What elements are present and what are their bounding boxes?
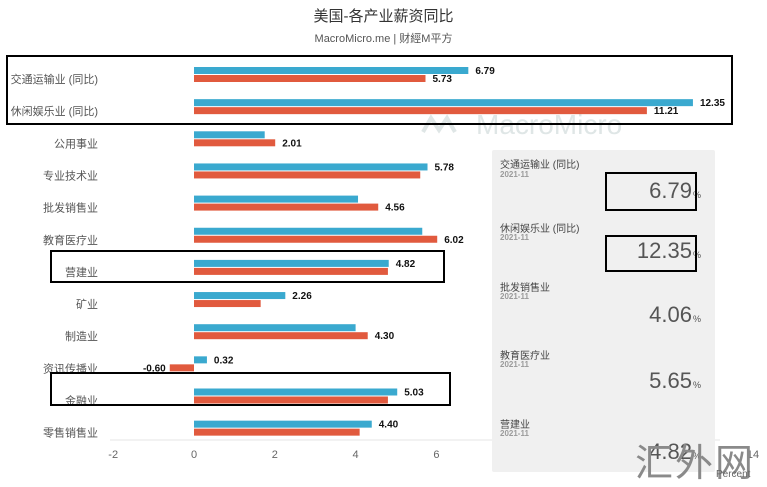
bar-series-1 <box>194 259 389 267</box>
x-axis-unit-label: Percent <box>716 469 751 480</box>
bar-series-1 <box>194 99 693 107</box>
tooltip-item-value: 5.65% <box>649 368 701 393</box>
tooltip-item-date: 2021-11 <box>500 360 529 369</box>
data-label: 4.82 <box>396 259 416 270</box>
category-label: 教育医疗业 <box>43 233 98 247</box>
category-label: 公用事业 <box>54 137 98 150</box>
x-tick-label: -2 <box>108 449 118 461</box>
tooltip-item-name: 批发销售业 <box>500 283 550 294</box>
category-label: 矿业 <box>76 298 98 311</box>
bar-series-1 <box>194 131 265 139</box>
bar-series-1 <box>194 67 469 74</box>
bar-series-1 <box>194 388 398 396</box>
data-label: 5.73 <box>432 74 452 85</box>
highlight-box-tooltip-value-2 <box>605 235 697 272</box>
highlight-box-tooltip-value-1 <box>605 172 697 211</box>
category-label: 资讯传播业 <box>43 361 98 375</box>
category-label: 休闲娱乐业 (同比) <box>11 104 98 118</box>
bar-series-2 <box>194 75 426 82</box>
bar-series-1 <box>194 324 356 332</box>
data-label: 11.21 <box>654 106 679 117</box>
tooltip-item-date: 2021-11 <box>500 429 529 438</box>
data-label: 4.40 <box>379 420 399 431</box>
x-tick-label: 14 <box>747 449 759 461</box>
chart-title: 美国-各产业薪资同比 <box>313 8 454 25</box>
tooltip-panel: 交通运输业 (同比) 2021-11 6.79% 休闲娱乐业 (同比) 2021… <box>492 150 715 472</box>
bar-series-1 <box>194 356 207 364</box>
data-label: 12.35 <box>700 98 725 109</box>
corner-watermark: 汇外网 <box>635 441 756 485</box>
tooltip-item-name: 教育医疗业 <box>500 351 550 362</box>
data-label: 4.56 <box>385 203 405 214</box>
tooltip-item-date: 2021-11 <box>500 292 529 301</box>
category-label: 营建业 <box>65 265 98 279</box>
highlight-box-finance <box>50 372 451 406</box>
bar-series-2 <box>194 267 388 275</box>
tooltip-item-name: 营建业 <box>500 420 530 431</box>
bar-series-2 <box>194 300 261 308</box>
bar-series-2 <box>169 364 194 372</box>
x-tick-label: 6 <box>433 449 439 461</box>
bar-series-2 <box>194 171 421 179</box>
x-tick-label: 4 <box>353 449 359 461</box>
x-tick-label: 0 <box>191 449 197 461</box>
data-label: 0.32 <box>214 355 234 366</box>
data-label: 6.02 <box>444 235 464 246</box>
data-label: 4.30 <box>375 331 395 342</box>
data-label: 2.26 <box>292 291 312 302</box>
bar-series-2 <box>194 332 368 340</box>
category-label: 交通运输业 (同比) <box>11 72 98 86</box>
bar-series-1 <box>194 227 423 235</box>
bar-series-1 <box>194 292 286 300</box>
category-label: 零售销售业 <box>43 426 98 440</box>
category-label: 批发销售业 <box>43 201 98 215</box>
data-label: 2.01 <box>282 138 302 149</box>
tooltip-item-date: 2021-11 <box>500 233 529 242</box>
tooltip-item-name: 交通运输业 (同比) <box>500 160 580 171</box>
bar-series-1 <box>194 420 372 428</box>
tooltip-item-value: 4.82% <box>649 439 701 464</box>
highlight-box-construction <box>50 250 445 283</box>
bar-series-2 <box>194 235 438 243</box>
data-label: 5.78 <box>435 162 455 173</box>
data-label: 5.03 <box>404 388 424 399</box>
tooltip-item-name: 休闲娱乐业 (同比) <box>500 224 580 235</box>
bar-series-2 <box>194 139 276 147</box>
highlight-box-top-rows <box>6 55 733 125</box>
bar-series-2 <box>194 203 379 211</box>
bar-series-2 <box>194 428 360 436</box>
tooltip-item-date: 2021-11 <box>500 170 529 179</box>
data-label: 6.79 <box>475 66 495 77</box>
macromicro-logo-icon <box>421 114 457 134</box>
bar-series-1 <box>194 195 359 203</box>
bar-series-1 <box>194 163 428 171</box>
category-label: 专业技术业 <box>43 168 98 182</box>
bar-series-2 <box>194 107 647 115</box>
tooltip-item-value: 4.06% <box>649 302 701 327</box>
x-tick-label: 2 <box>272 449 278 461</box>
bar-series-2 <box>194 396 388 404</box>
category-label: 制造业 <box>65 329 98 343</box>
chart-subtitle: MacroMicro.me | 财經M平方 <box>314 33 453 45</box>
data-label: -0.60 <box>143 363 166 374</box>
